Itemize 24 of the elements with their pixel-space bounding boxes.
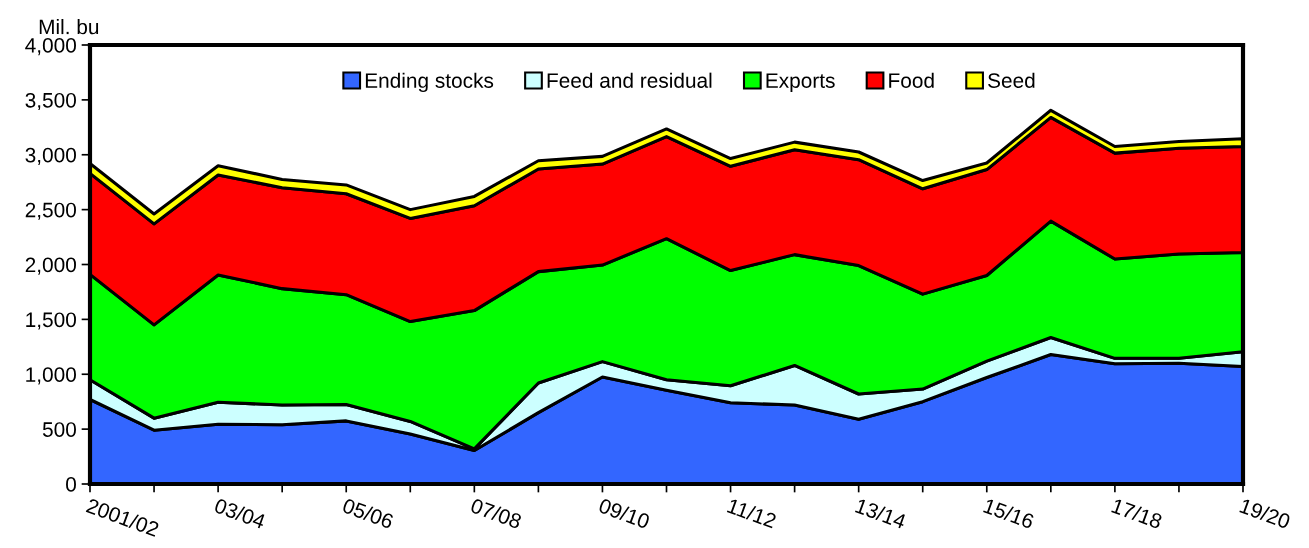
y-tick-label: 2,000 bbox=[25, 257, 76, 275]
x-tick-label: 19/20 bbox=[1239, 497, 1292, 530]
y-tick-label: 4,000 bbox=[25, 38, 76, 56]
legend-label: Exports bbox=[766, 73, 835, 93]
x-tick-label: 11/12 bbox=[726, 497, 778, 529]
y-axis-title: Mil. bu bbox=[39, 18, 99, 35]
y-tick-label: 1,500 bbox=[26, 312, 76, 330]
x-tick-label: 03/04 bbox=[213, 497, 267, 530]
y-tick-label: 3,500 bbox=[25, 92, 76, 111]
y-tick-label: 0 bbox=[66, 477, 76, 492]
y-tick-label: 2,500 bbox=[25, 202, 76, 220]
x-tick-label: 17/18 bbox=[1111, 497, 1164, 530]
legend-label: Seed bbox=[988, 72, 1035, 88]
x-tick-label: 05/06 bbox=[341, 497, 395, 530]
x-tick-label: 15/16 bbox=[983, 497, 1035, 530]
legend-label: Feed and residual bbox=[547, 72, 712, 88]
legend-label: Food bbox=[889, 72, 934, 88]
y-tick-label: 500 bbox=[42, 422, 76, 437]
x-tick-label: 07/08 bbox=[469, 497, 523, 530]
x-tick-label: 09/10 bbox=[597, 497, 651, 530]
x-tick-label: 13/14 bbox=[854, 497, 908, 530]
y-tick-label: 1,000 bbox=[26, 367, 76, 385]
legend-label: Ending stocks bbox=[365, 72, 494, 93]
y-tick-label: 3,000 bbox=[25, 147, 76, 165]
